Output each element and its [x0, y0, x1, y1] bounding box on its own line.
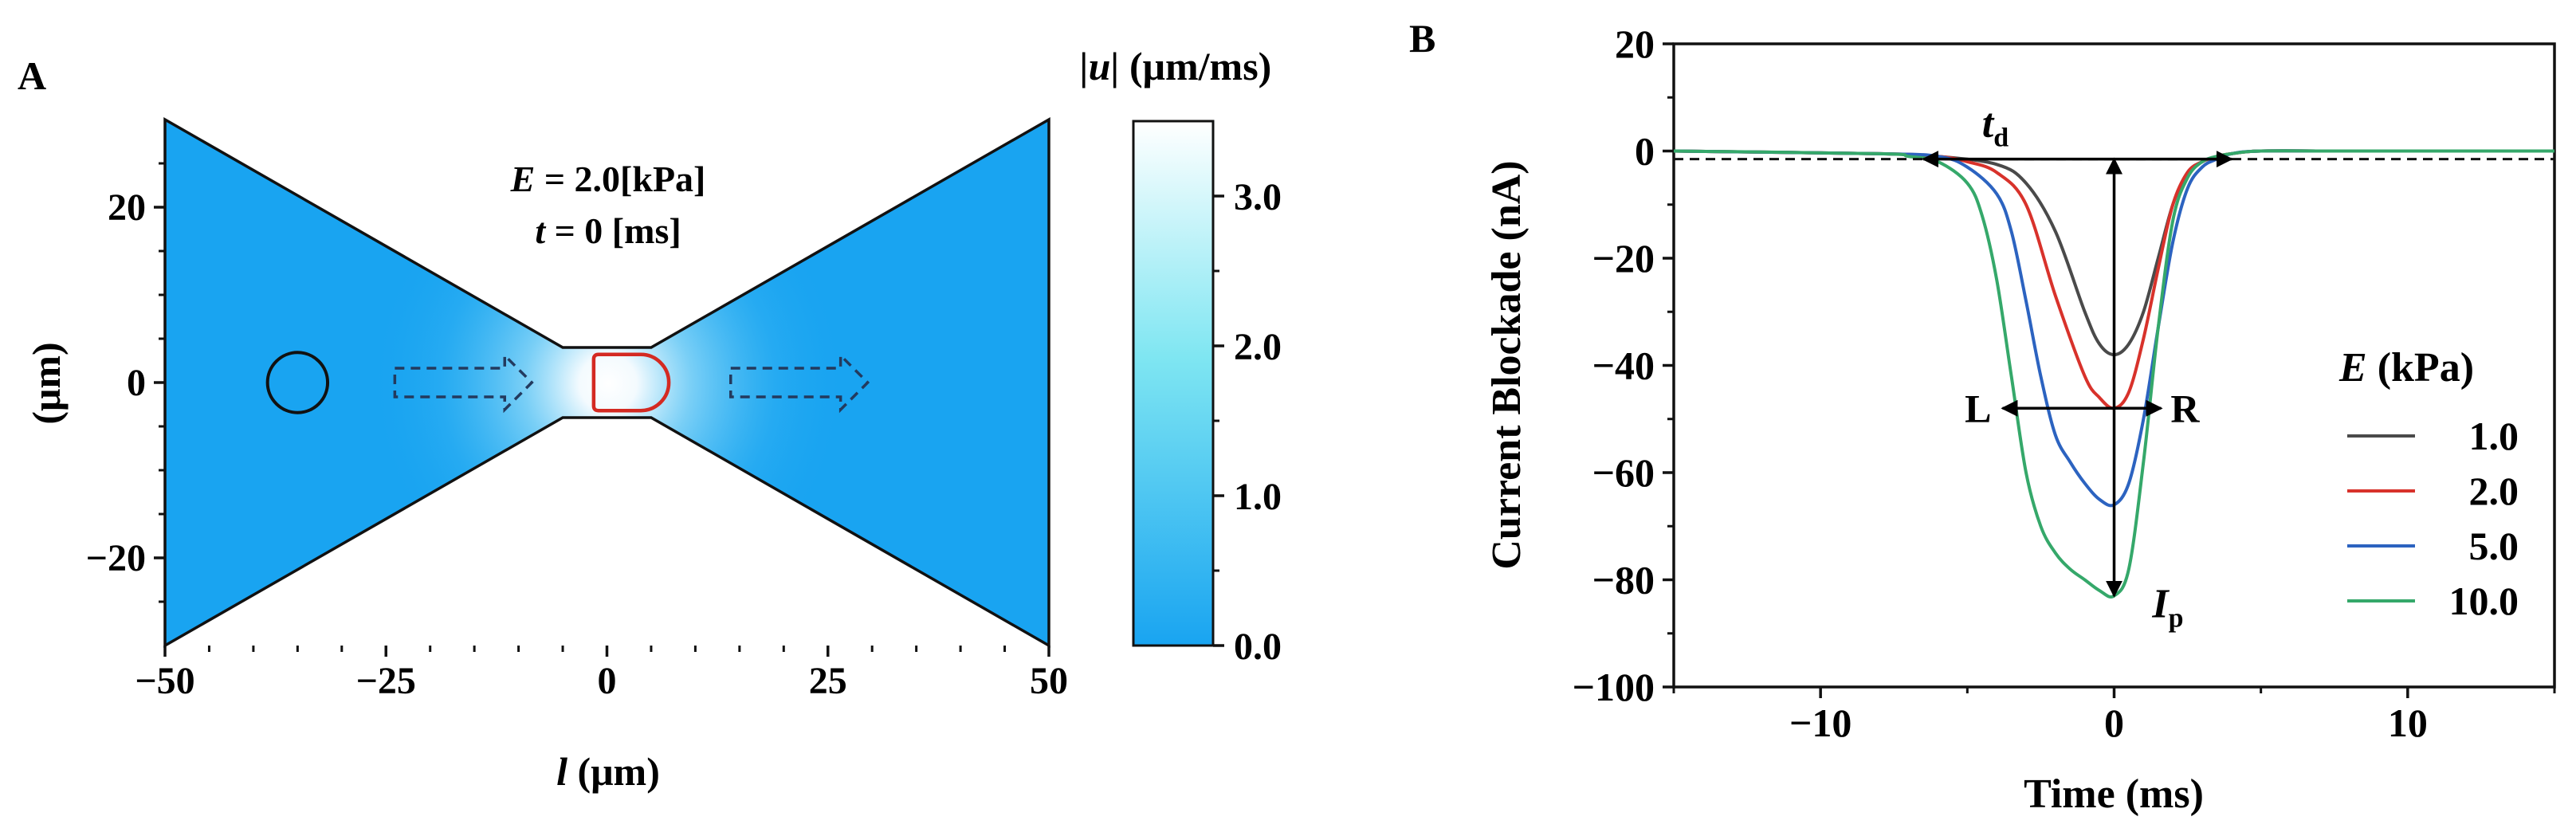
td-label: td: [1982, 101, 2009, 153]
panel-a-ytick-label: 0: [127, 362, 146, 404]
velocity-field: E = 2.0[kPa] t = 0 [ms]: [163, 116, 1050, 649]
panel-a-xtick-label: −25: [356, 660, 416, 702]
panel-b-xlabel: Time (ms): [2024, 771, 2204, 817]
panel-a: A E = 2.0[kPa] t = 0 [ms] −50 −25 0 25 50 −20…: [18, 44, 1282, 794]
panel-a-xlabel-unit: (μm): [567, 749, 660, 794]
legend-label-10-0: 10.0: [2449, 579, 2519, 623]
annotation-modulus: E = 2.0[kPa]: [510, 159, 706, 199]
panel-a-xlabel-var: l: [556, 749, 567, 794]
annotation-time-value: = 0 [ms]: [545, 210, 681, 251]
panel-b-xtick-label: −10: [1789, 701, 1852, 745]
panel-b-xtick-label: 10: [2388, 701, 2428, 745]
annotation-time: t = 0 [ms]: [535, 210, 681, 251]
panel-b-ytick-label: −100: [1573, 665, 1655, 709]
panel-a-xlabel: l (μm): [556, 749, 660, 794]
panel-a-xtick-label: 50: [1030, 660, 1068, 702]
legend-label-5-0: 5.0: [2469, 524, 2519, 568]
panel-b-ytick-label: 0: [1635, 129, 1655, 174]
annotation-time-var: t: [535, 210, 546, 251]
legend-label-2-0: 2.0: [2469, 469, 2519, 513]
colorbar-title: |u| (μm/ms): [1080, 44, 1272, 88]
panel-b-ytick-label: −40: [1592, 343, 1655, 388]
panel-a-ytick-label: −20: [86, 537, 146, 579]
colorbar-tick-label: 2.0: [1234, 326, 1282, 368]
cell-deformed-in-pore: [591, 352, 671, 413]
annotation-modulus-var: E: [510, 159, 536, 199]
panel-b-ytick-label: 20: [1615, 22, 1655, 66]
panel-a-xtick-label: −50: [135, 660, 194, 702]
flow-arrow-outlet: [729, 351, 870, 414]
panel-b-label: B: [1409, 16, 1435, 61]
colorbar-tick-label: 1.0: [1234, 476, 1282, 518]
panel-b-annotations: td Ip L R: [1674, 101, 2554, 634]
colorbar: |u| (μm/ms) 0.0 1.0 2.0 3.0: [1080, 44, 1282, 668]
panel-a-xtick-label: 25: [809, 660, 847, 702]
legend-title: E (kPa): [2338, 345, 2474, 391]
colorbar-tick-label: 0.0: [1234, 626, 1282, 668]
panel-b-ytick-label: −60: [1592, 450, 1655, 495]
panel-b-ytick-label: −80: [1592, 558, 1655, 603]
legend-label-1-0: 1.0: [2469, 414, 2519, 458]
panel-a-ylabel: (μm): [24, 342, 69, 424]
colorbar-ticks: 0.0 1.0 2.0 3.0: [1213, 176, 1282, 668]
annotation-modulus-value: = 2.0[kPa]: [535, 159, 705, 199]
ip-label: Ip: [2151, 582, 2183, 634]
r-label: R: [2170, 386, 2200, 430]
panel-a-label: A: [18, 53, 46, 98]
cell-undeformed: [265, 351, 330, 414]
colorbar-title-unit: (μm/ms): [1120, 44, 1272, 88]
panel-a-ytick-label: 20: [108, 186, 146, 229]
colorbar-tick-label: 3.0: [1234, 176, 1282, 218]
l-label: L: [1965, 386, 1991, 430]
panel-b-xtick-label: 0: [2104, 701, 2124, 745]
panel-a-axes: −50 −25 0 25 50 −20 0 20: [86, 162, 1068, 702]
panel-a-xtick-label: 0: [598, 660, 617, 702]
flow-arrow-inlet: [393, 351, 534, 414]
panel-b-ylabel: Current Blockade (nA): [1484, 160, 1530, 569]
legend: E (kPa) 1.0 2.0 5.0 10.0: [2338, 345, 2519, 623]
colorbar-gradient: [1132, 120, 1215, 647]
panel-b-ytick-label: −20: [1592, 236, 1655, 281]
colorbar-title-var: |u|: [1080, 44, 1120, 88]
